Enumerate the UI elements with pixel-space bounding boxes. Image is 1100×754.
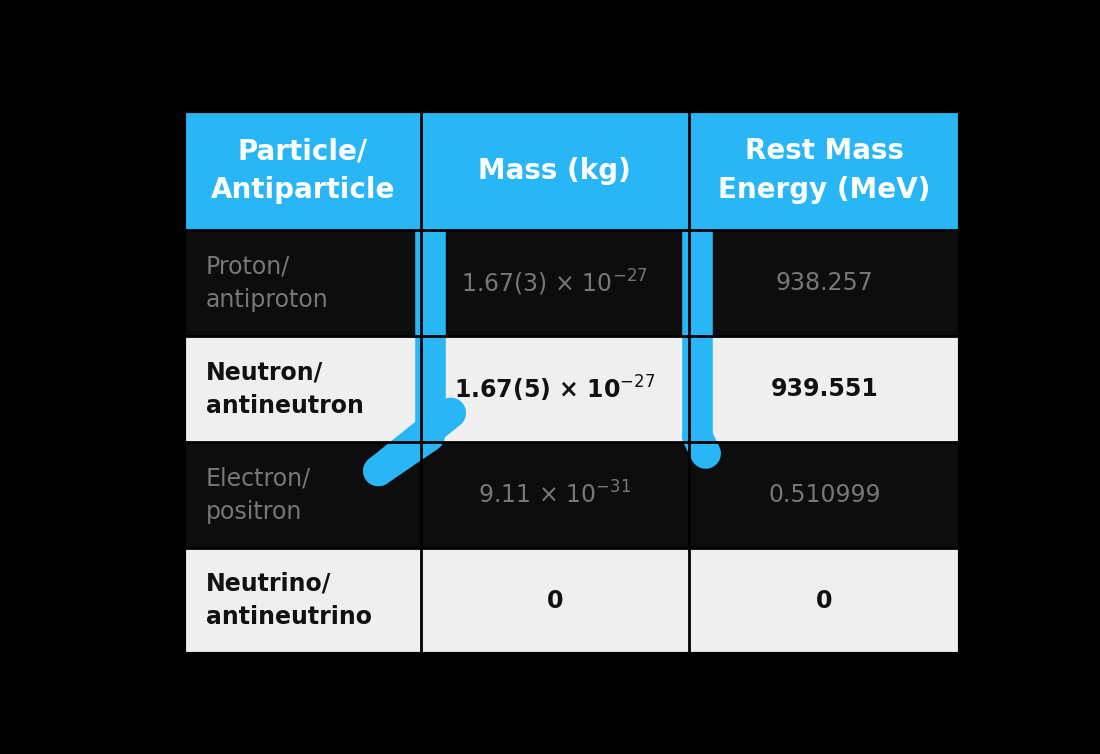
Bar [421,230,689,336]
Bar [185,230,421,336]
Text: Particle/
Antiparticle: Particle/ Antiparticle [210,137,395,204]
Text: 0: 0 [816,589,833,613]
Bar [421,336,689,442]
Bar [185,336,421,442]
Text: Neutron/
antineutron: Neutron/ antineutron [206,360,364,418]
Text: Mass (kg): Mass (kg) [478,157,631,185]
Bar [185,111,421,230]
Bar [689,548,960,654]
Text: Proton/
antiproton: Proton/ antiproton [206,254,329,312]
Bar [185,442,421,548]
Bar [689,111,960,230]
Text: 1.67(3) × 10$^{-27}$: 1.67(3) × 10$^{-27}$ [462,268,648,299]
Text: Electron/
positron: Electron/ positron [206,466,311,523]
Bar [421,442,689,548]
Text: 0.510999: 0.510999 [768,483,881,507]
Bar [689,336,960,442]
Text: 938.257: 938.257 [776,271,873,295]
Bar [185,548,421,654]
Bar [689,230,960,336]
Bar [421,548,689,654]
Text: 0: 0 [547,589,563,613]
Text: 1.67(5) × 10$^{-27}$: 1.67(5) × 10$^{-27}$ [454,374,656,404]
Text: 9.11 × 10$^{-31}$: 9.11 × 10$^{-31}$ [478,481,631,508]
Bar [689,442,960,548]
Polygon shape [392,117,441,164]
Text: 939.551: 939.551 [770,377,878,401]
Bar [421,111,689,230]
Text: Rest Mass
Energy (MeV): Rest Mass Energy (MeV) [718,137,931,204]
Text: Neutrino/
antineutrino: Neutrino/ antineutrino [206,572,372,630]
